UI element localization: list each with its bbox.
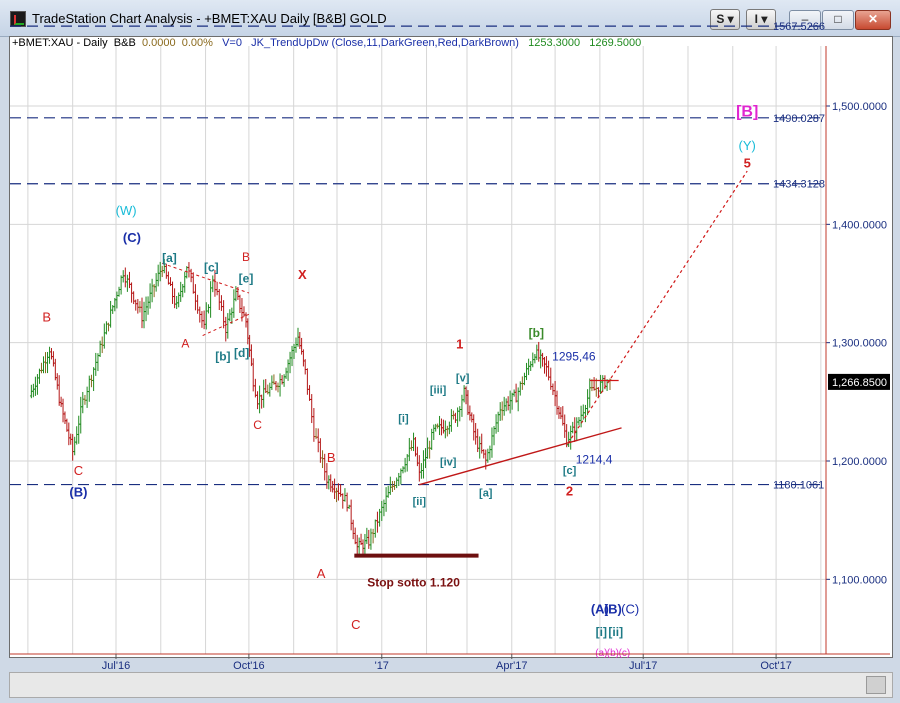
minimize-button[interactable]: – bbox=[789, 10, 821, 30]
time-tick-label: Oct'16 bbox=[233, 660, 264, 672]
value2-label: 0.00% bbox=[181, 37, 213, 49]
chart-info-line: +BMET:XAU - Daily B&B 0.0000 0.00% V=0 J… bbox=[12, 37, 641, 49]
app-icon bbox=[10, 11, 26, 27]
indicator-label: JK_TrendUpDw (Close,11,DarkGreen,Red,Dar… bbox=[251, 37, 519, 49]
symbol-label: +BMET:XAU - Daily bbox=[12, 37, 108, 49]
maximize-button[interactable]: □ bbox=[822, 10, 854, 30]
symbol-menu-button[interactable]: S ▾ bbox=[710, 9, 740, 30]
window-title: TradeStation Chart Analysis - +BMET:XAU … bbox=[32, 11, 387, 26]
horizontal-scrollbar[interactable] bbox=[9, 672, 893, 698]
study-label: B&B bbox=[113, 37, 136, 49]
volume-label: V=0 bbox=[222, 37, 242, 49]
scrollbar-thumb[interactable] bbox=[866, 676, 886, 694]
indicator-menu-button[interactable]: I ▾ bbox=[746, 9, 776, 30]
time-tick-label: Apr'17 bbox=[496, 660, 527, 672]
time-tick-label: '17 bbox=[375, 660, 389, 672]
title-bar: TradeStation Chart Analysis - +BMET:XAU … bbox=[0, 0, 900, 37]
time-tick-label: Oct'17 bbox=[760, 660, 791, 672]
value1-label: 0.0000 bbox=[141, 37, 176, 49]
indicator-value1: 1253.3000 bbox=[528, 37, 581, 49]
chart-area[interactable] bbox=[9, 36, 893, 658]
time-tick-label: Jul'17 bbox=[629, 660, 657, 672]
close-button[interactable]: ✕ bbox=[855, 10, 891, 30]
time-tick-label: Jul'16 bbox=[102, 660, 130, 672]
indicator-value2: 1269.5000 bbox=[589, 37, 642, 49]
